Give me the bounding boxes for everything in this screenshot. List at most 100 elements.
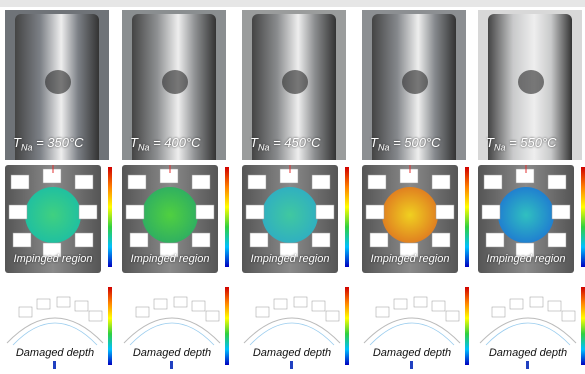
colorbar [581,287,585,365]
depth-drawing [5,283,105,373]
temperature-symbol: T [250,135,258,150]
temperature-subscript: Na [21,143,33,153]
damage-label: Damaged depth [5,347,105,359]
depth-arc-inner [370,323,454,345]
photo: TNa = 450°C [242,10,346,160]
value-box [37,299,50,309]
temperature-value: = 500°C [389,135,440,150]
temperature-subscript: Na [494,143,506,153]
impinged-panel: Impinged region [242,165,338,273]
depth-marker [290,361,293,369]
value-box [280,169,298,183]
value-box [57,297,70,307]
value-box [370,233,388,247]
damage-label: Damaged depth [362,347,462,359]
depth-arc [7,318,103,343]
colorbar [108,287,112,365]
value-box [376,307,389,317]
impinged-circle [262,187,318,243]
value-box [368,175,386,189]
temperature-value: = 550°C [505,135,556,150]
value-box [530,297,543,307]
value-box [394,299,407,309]
value-box [250,233,268,247]
value-box [130,233,148,247]
impinged-label: Impinged region [242,253,338,265]
value-box [192,175,210,189]
value-box [136,307,149,317]
depth-arc [244,318,340,343]
temperature-subscript: Na [378,143,390,153]
value-box [274,299,287,309]
depth-panel: Damaged depth [122,283,222,373]
value-box [246,205,264,219]
depth-drawing [362,283,462,373]
value-box [548,301,561,311]
impinged-panel: Impinged region [5,165,101,273]
value-box [294,297,307,307]
temperature-label: TNa = 350°C [13,135,84,153]
impinged-label: Impinged region [122,253,218,265]
value-box [11,175,29,189]
impinged-panel: Impinged region [362,165,458,273]
temperature-subscript: Na [258,143,270,153]
depth-marker [53,361,56,369]
value-box [206,311,219,321]
value-box [9,205,27,219]
value-box [562,311,575,321]
impinged-circle [25,187,81,243]
impinged-label: Impinged region [478,253,574,265]
value-box [256,307,269,317]
depth-panel: Damaged depth [478,283,578,373]
value-box [366,205,384,219]
value-box [516,169,534,183]
impinged-label: Impinged region [5,253,101,265]
depth-panel: Damaged depth [242,283,342,373]
value-box [482,205,500,219]
impinged-panel: Impinged region [122,165,218,273]
depth-arc-inner [13,323,97,345]
value-box [196,205,214,219]
colorbar [345,167,349,267]
value-box [154,299,167,309]
depth-panel: Damaged depth [5,283,105,373]
value-box [446,311,459,321]
impinged-circle [498,187,554,243]
colorbar [465,287,469,365]
value-box [160,169,178,183]
temperature-label: TNa = 550°C [486,135,557,153]
value-box [548,175,566,189]
value-box [75,301,88,311]
value-box [19,307,32,317]
value-box [13,233,31,247]
temperature-symbol: T [486,135,494,150]
temperature-symbol: T [370,135,378,150]
value-box [492,307,505,317]
depth-arc-inner [130,323,214,345]
colorbar [225,167,229,267]
photo: TNa = 400°C [122,10,226,160]
depth-arc [480,318,576,343]
value-box [75,233,93,247]
damage-label: Damaged depth [242,347,342,359]
depth-marker [170,361,173,369]
value-box [312,175,330,189]
depth-arc-inner [486,323,570,345]
value-box [484,175,502,189]
damage-label: Damaged depth [122,347,222,359]
colorbar [225,287,229,365]
impinged-circle [142,187,198,243]
temperature-symbol: T [13,135,21,150]
value-box [486,233,504,247]
damage-spot [402,70,428,94]
cropped-caption-strip [0,0,585,7]
value-box [432,175,450,189]
value-box [89,311,102,321]
colorbar [581,167,585,267]
depth-drawing [478,283,578,373]
temperature-value: = 350°C [32,135,83,150]
value-box [312,301,325,311]
damage-spot [162,70,188,94]
damage-spot [282,70,308,94]
photo: TNa = 500°C [362,10,466,160]
